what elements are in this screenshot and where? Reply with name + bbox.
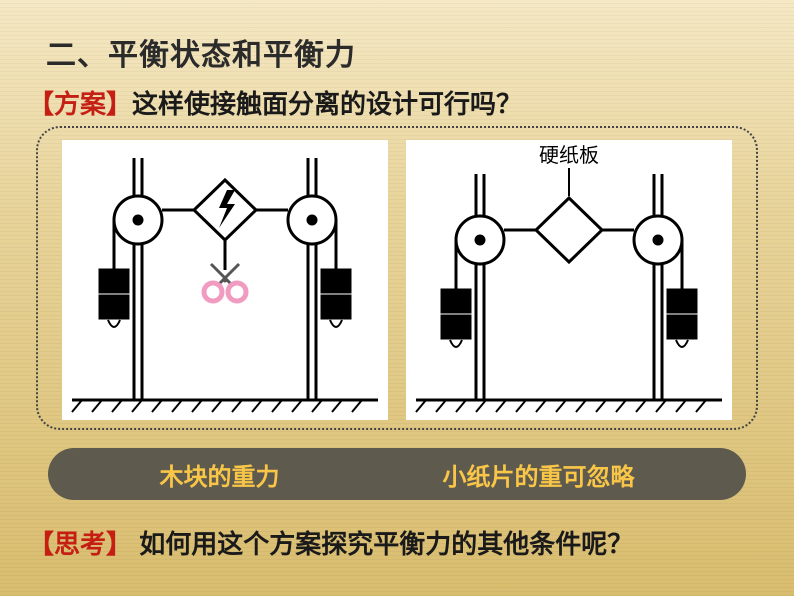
apparatus-left-svg — [62, 140, 388, 420]
figure-right: 硬纸板 — [406, 140, 732, 420]
diagram-container: 硬纸板 — [36, 126, 758, 430]
think-text: 如何用这个方案探究平衡力的其他条件呢？ — [139, 529, 633, 559]
cardboard-label: 硬纸板 — [539, 144, 599, 167]
scheme-tag: 【方案】 — [28, 89, 132, 119]
pill-right-text: 小纸片的重可忽略 — [443, 457, 635, 492]
think-tag: 【思考】 — [28, 529, 132, 559]
summary-pill: 木块的重力 小纸片的重可忽略 — [48, 448, 746, 500]
figure-left — [62, 140, 388, 420]
apparatus-right-svg: 硬纸板 — [406, 140, 732, 420]
scheme-text: 这样使接触面分离的设计可行吗？ — [132, 89, 522, 119]
pill-left-text: 木块的重力 — [160, 457, 280, 492]
scheme-line: 【方案】这样使接触面分离的设计可行吗？ — [28, 84, 522, 121]
think-line: 【思考】 如何用这个方案探究平衡力的其他条件呢？ — [28, 524, 633, 561]
page-title: 二、平衡状态和平衡力 — [46, 30, 356, 74]
